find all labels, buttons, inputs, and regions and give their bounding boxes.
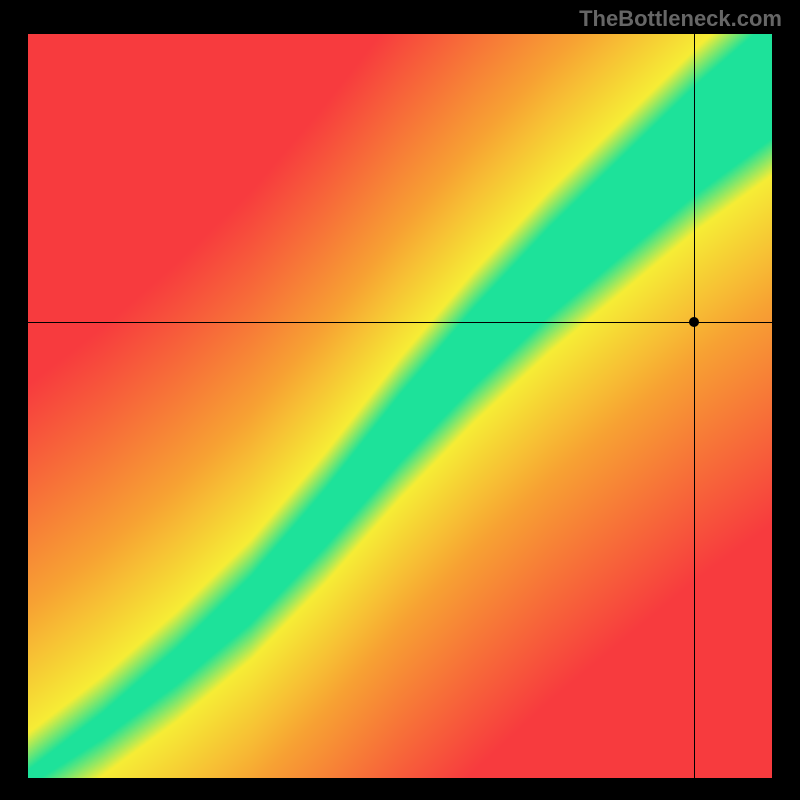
heatmap-canvas xyxy=(28,34,772,778)
watermark-text: TheBottleneck.com xyxy=(579,6,782,32)
crosshair-marker xyxy=(689,317,699,327)
crosshair-vertical xyxy=(694,34,695,778)
heatmap-chart xyxy=(28,34,772,778)
crosshair-horizontal xyxy=(28,322,772,323)
